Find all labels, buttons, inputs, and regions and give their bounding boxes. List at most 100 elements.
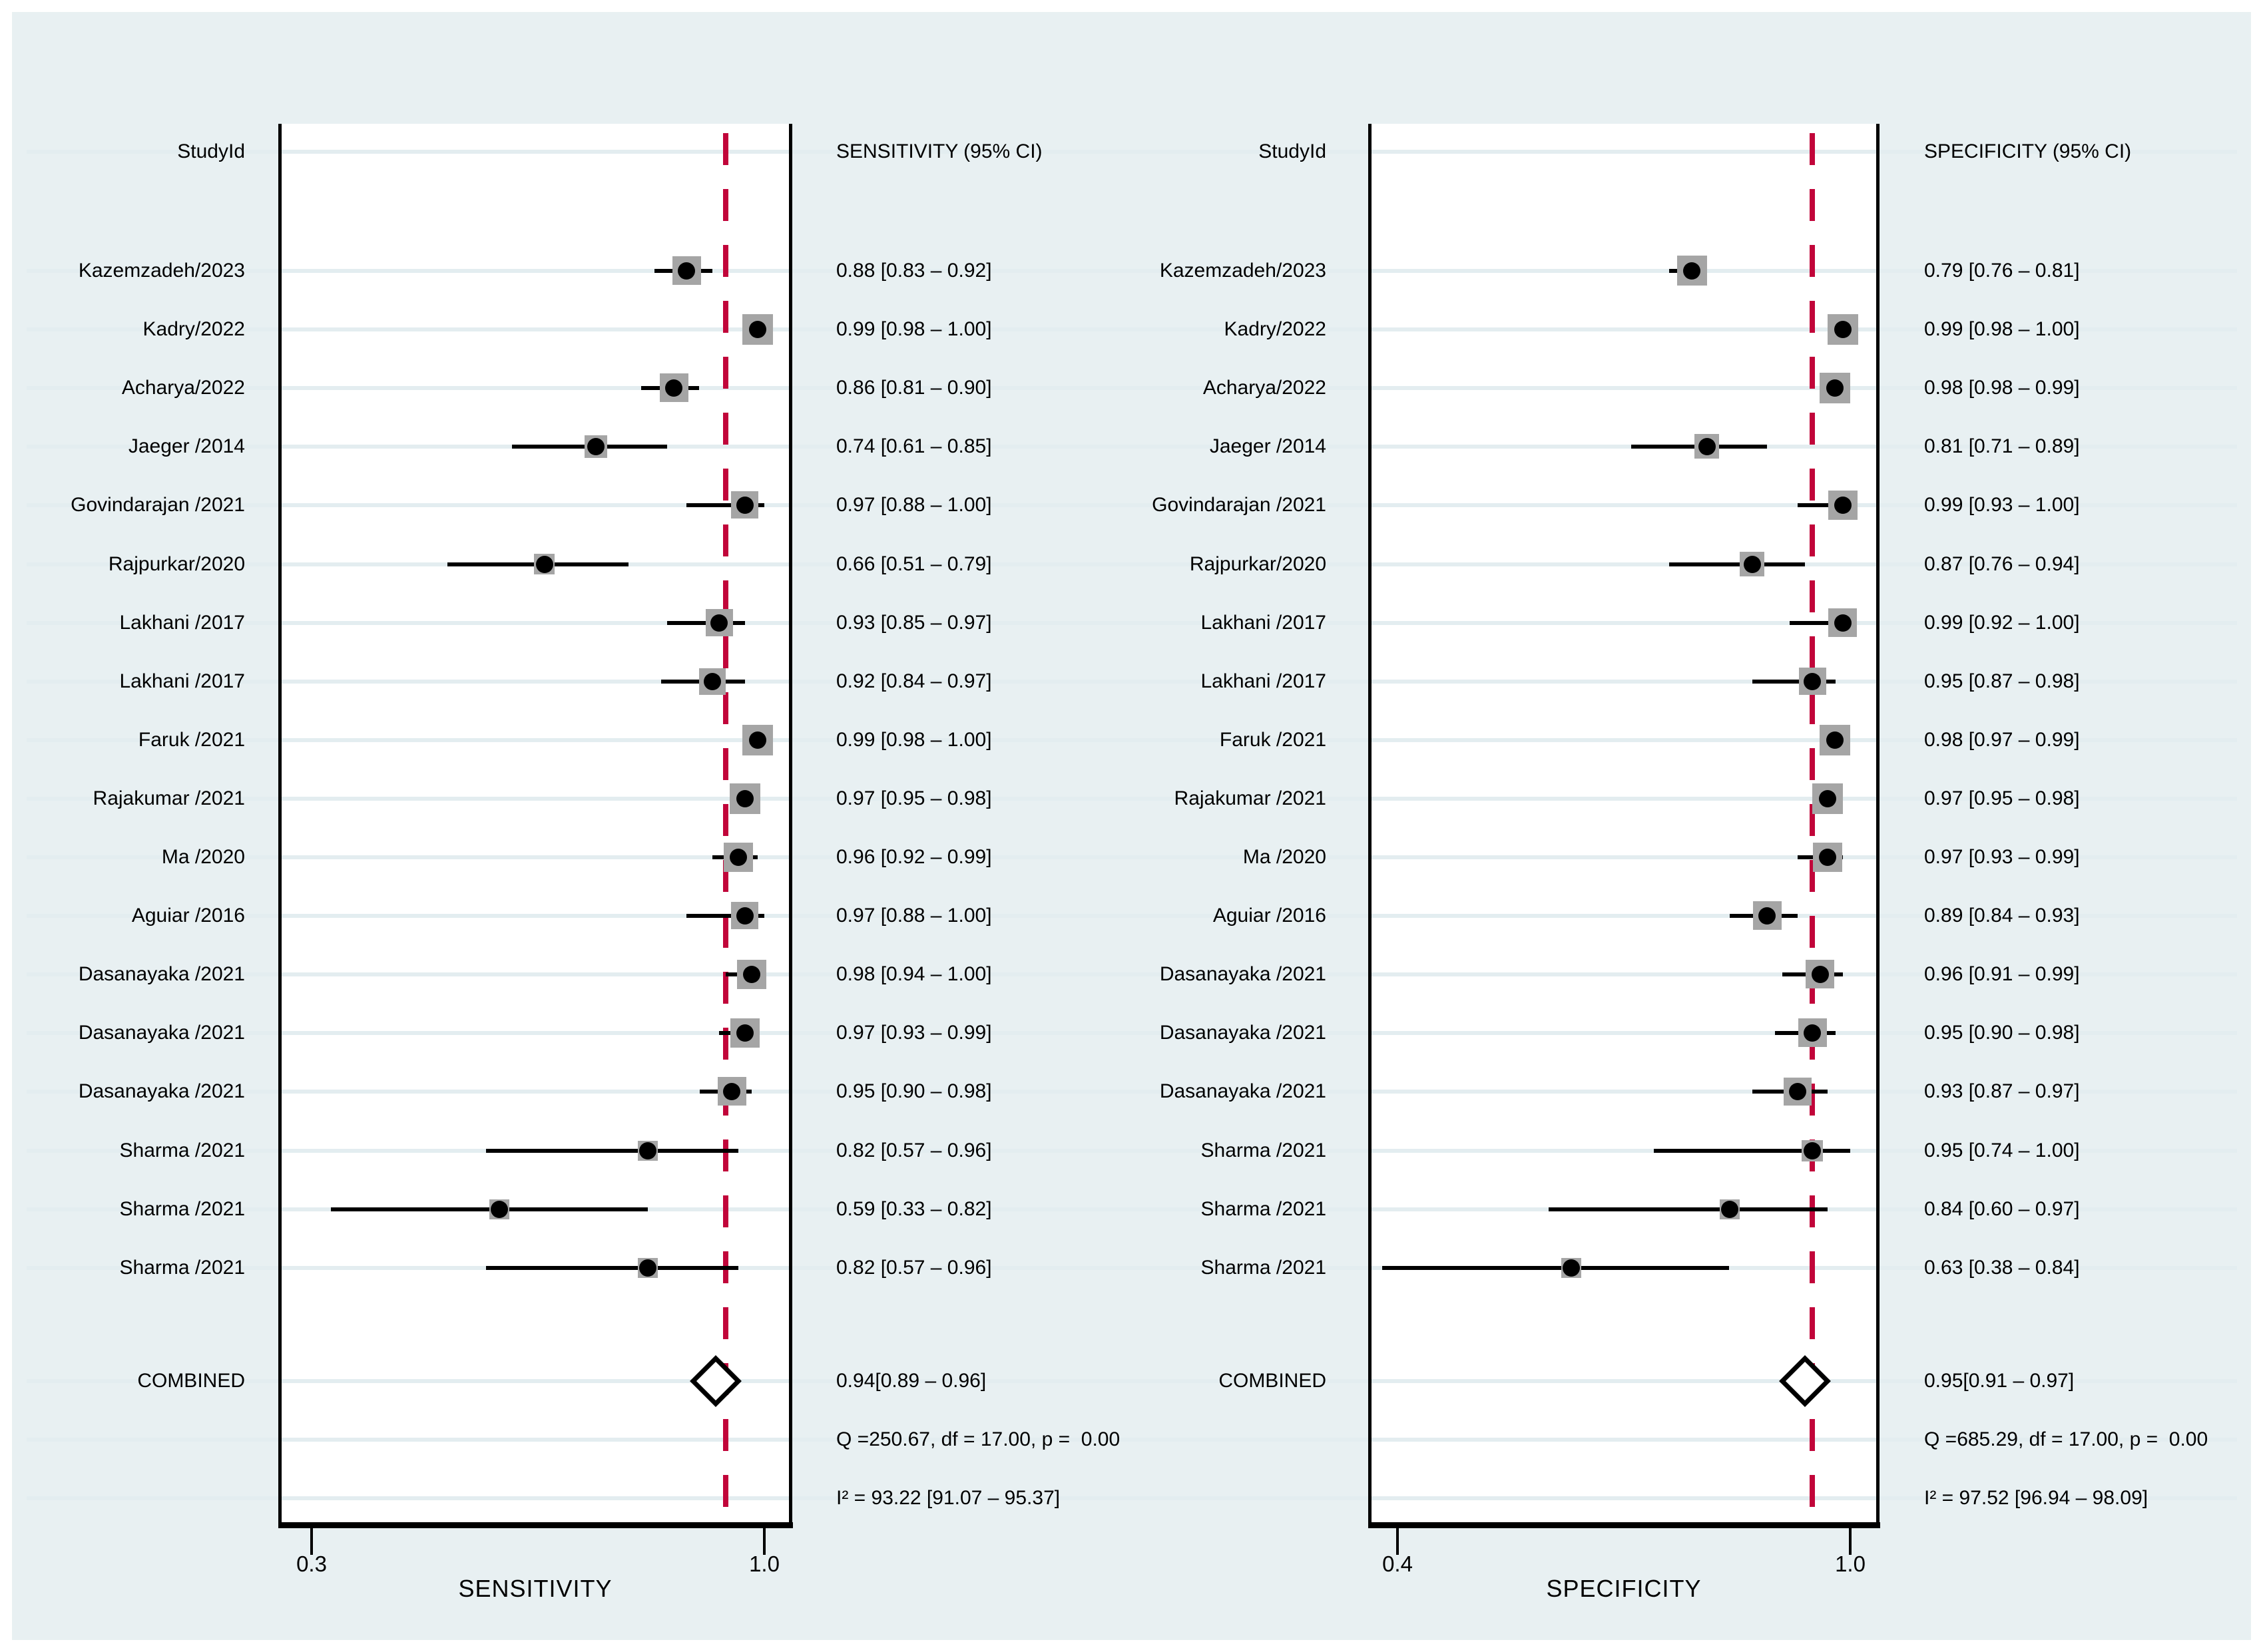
study-label: Lakhani /2017 xyxy=(1200,670,1327,692)
ci-line xyxy=(1654,1149,1850,1153)
x-axis-tick-label: 1.0 xyxy=(1835,1551,1866,1576)
ci-value-label: 0.96 [0.92 – 0.99] xyxy=(836,846,992,868)
point-estimate-marker xyxy=(639,1142,656,1159)
ci-value-label: 0.97 [0.95 – 0.98] xyxy=(1924,787,2080,809)
point-estimate-marker xyxy=(749,731,766,749)
ci-value-label: 0.95 [0.90 – 0.98] xyxy=(1924,1022,2080,1044)
ci-value-label: 0.81 [0.71 – 0.89] xyxy=(1924,435,2080,457)
ci-value-label: 0.95 [0.87 – 0.98] xyxy=(1924,670,2080,692)
point-estimate-marker xyxy=(723,1083,740,1100)
point-estimate-marker xyxy=(678,262,695,280)
ci-line xyxy=(486,1149,738,1153)
ci-value-label: 0.98 [0.98 – 0.99] xyxy=(1924,377,2080,399)
x-axis-title-specificity: SPECIFICITY xyxy=(1546,1575,1702,1602)
ci-value-label: 0.66 [0.51 – 0.79] xyxy=(836,553,992,575)
study-label: Sharma /2021 xyxy=(1200,1198,1326,1220)
row-guide-line xyxy=(27,562,2237,566)
combined-diamond xyxy=(1779,1355,1831,1407)
row-guide-line xyxy=(27,1149,2237,1153)
point-estimate-marker xyxy=(1804,1142,1821,1159)
x-axis-tick xyxy=(310,1528,313,1555)
combined-label-specificity: COMBINED xyxy=(1218,1370,1326,1392)
study-label: Sharma /2021 xyxy=(1200,1257,1326,1279)
ci-value-label: 0.93 [0.87 – 0.97] xyxy=(1924,1080,2080,1102)
point-estimate-marker xyxy=(1834,321,1852,338)
ci-line xyxy=(1752,680,1836,684)
point-estimate-marker xyxy=(491,1201,508,1218)
ci-value-label: 0.98 [0.94 – 1.00] xyxy=(836,963,992,985)
row-guide-line xyxy=(27,1031,2237,1035)
ci-line xyxy=(1382,1266,1729,1270)
ci-value-label: 0.79 [0.76 – 0.81] xyxy=(1924,260,2080,282)
point-estimate-marker xyxy=(1804,1024,1821,1042)
study-label: Dasanayaka /2021 xyxy=(1159,963,1326,985)
ci-value-label: 0.89 [0.84 – 0.93] xyxy=(1924,905,2080,927)
row-guide-line xyxy=(27,621,2237,625)
plot-area-background xyxy=(280,124,791,1525)
study-label: Kazemzadeh/2023 xyxy=(1159,260,1326,282)
row-guide-line xyxy=(27,1266,2237,1270)
study-label: Lakhani /2017 xyxy=(119,612,246,634)
point-estimate-marker xyxy=(1758,907,1776,925)
point-estimate-marker xyxy=(1744,556,1761,573)
reference-line-dashed xyxy=(723,133,728,1525)
study-label: Sharma /2021 xyxy=(119,1139,245,1161)
ci-line xyxy=(1790,621,1850,625)
q-statistic-specificity: Q =685.29, df = 17.00, p = 0.00 xyxy=(1924,1428,2208,1450)
point-estimate-marker xyxy=(587,438,605,455)
study-label: Govindarajan /2021 xyxy=(1152,494,1326,516)
point-estimate-marker xyxy=(743,966,760,983)
point-estimate-marker xyxy=(1563,1259,1580,1277)
study-label: Rajakumar /2021 xyxy=(93,787,245,809)
point-estimate-marker xyxy=(736,497,754,514)
combined-value-sensitivity: 0.94[0.89 – 0.96] xyxy=(836,1370,987,1392)
study-label: Rajpurkar/2020 xyxy=(108,553,245,575)
study-label: Aguiar /2016 xyxy=(131,905,245,927)
ci-value-label: 0.86 [0.81 – 0.90] xyxy=(836,377,992,399)
panel-frame-right xyxy=(1876,124,1880,1525)
panel-frame-right xyxy=(789,124,792,1525)
study-label: Acharya/2022 xyxy=(1202,377,1326,399)
study-label: Sharma /2021 xyxy=(119,1257,245,1279)
ci-value-label: 0.97 [0.93 – 0.99] xyxy=(836,1022,992,1044)
x-axis-tick xyxy=(1396,1528,1399,1555)
study-label: Kazemzadeh/2023 xyxy=(78,260,245,282)
study-label: Lakhani /2017 xyxy=(1200,612,1327,634)
ci-value-label: 0.97 [0.93 – 0.99] xyxy=(1924,846,2080,868)
row-guide-line xyxy=(27,1379,2237,1383)
study-label: Faruk /2021 xyxy=(138,729,245,751)
ci-value-label: 0.59 [0.33 – 0.82] xyxy=(836,1198,992,1220)
combined-diamond xyxy=(690,1355,742,1407)
x-axis-line xyxy=(278,1522,793,1528)
point-estimate-marker xyxy=(1721,1201,1738,1218)
point-estimate-marker xyxy=(1812,966,1829,983)
point-estimate-marker xyxy=(1683,262,1700,280)
i2-statistic-specificity: I² = 97.52 [96.94 – 98.09] xyxy=(1924,1487,2148,1509)
x-axis-tick xyxy=(1849,1528,1852,1555)
point-estimate-marker xyxy=(1789,1083,1806,1100)
row-guide-line xyxy=(27,269,2237,273)
ci-line xyxy=(1798,503,1850,507)
ci-value-label: 0.63 [0.38 – 0.84] xyxy=(1924,1257,2080,1279)
ci-value-label: 0.92 [0.84 – 0.97] xyxy=(836,670,992,692)
ci-line xyxy=(686,503,764,507)
ci-value-label: 0.95 [0.90 – 0.98] xyxy=(836,1080,992,1102)
point-estimate-marker xyxy=(736,907,754,925)
ci-value-label: 0.87 [0.76 – 0.94] xyxy=(1924,553,2080,575)
combined-value-specificity: 0.95[0.91 – 0.97] xyxy=(1924,1370,2075,1392)
combined-label-sensitivity: COMBINED xyxy=(137,1370,245,1392)
row-guide-line xyxy=(27,445,2237,449)
ci-line xyxy=(686,914,764,918)
row-guide-line xyxy=(27,1090,2237,1094)
ci-value-label: 0.97 [0.88 – 1.00] xyxy=(836,494,992,516)
point-estimate-marker xyxy=(1698,438,1716,455)
row-guide-line xyxy=(27,914,2237,918)
point-estimate-marker xyxy=(749,321,766,338)
study-label: Dasanayaka /2021 xyxy=(78,1080,245,1102)
point-estimate-marker xyxy=(639,1259,656,1277)
ci-value-label: 0.82 [0.57 – 0.96] xyxy=(836,1139,992,1161)
row-guide-line xyxy=(27,1496,2237,1500)
point-estimate-marker xyxy=(736,790,754,807)
